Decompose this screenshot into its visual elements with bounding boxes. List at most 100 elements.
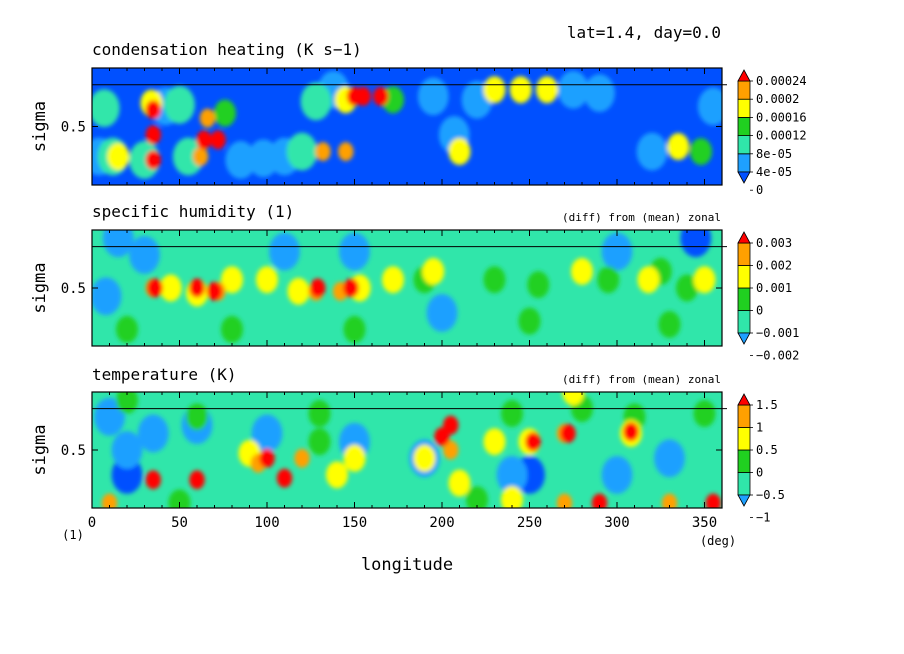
heatmap-cell: [145, 125, 161, 145]
heatmap-cell: [168, 489, 191, 508]
colorbar-swatch: [737, 449, 751, 473]
x-tick-label: 350: [692, 515, 717, 531]
heatmap-cells: [94, 392, 721, 508]
colorbar-label: 0.00024: [756, 74, 807, 88]
heatmap-cell: [210, 130, 226, 150]
x-tick-label: 50: [171, 515, 188, 531]
heatmap-cell: [661, 493, 678, 508]
heatmap-cell: [343, 444, 366, 472]
heatmap-cell: [192, 147, 209, 167]
y-axis-label: sigma: [30, 424, 50, 475]
colorbar-swatch: [737, 472, 751, 496]
heatmap-cell: [658, 310, 681, 338]
x-axis-ticks: [91, 392, 723, 508]
heatmap-cell: [509, 76, 532, 104]
heatmap-cell: [145, 470, 161, 490]
panel-annotation: (diff) from (mean) zonal: [562, 211, 721, 224]
heatmap-cell: [189, 470, 205, 490]
colorbar: 0.003 0.002 0.001 0 −0.001 −0.002: [737, 231, 799, 363]
heatmap-cell: [636, 132, 668, 171]
heatmap-cell: [623, 422, 639, 442]
heatmap-cell: [101, 493, 118, 508]
heatmap-cell: [556, 493, 573, 508]
heatmap-cell: [654, 439, 685, 478]
colorbar-top-arrow: [737, 231, 751, 244]
colorbar-label: 4e-05: [756, 165, 792, 179]
heatmap-cell: [172, 137, 204, 176]
colorbar-swatch: [737, 287, 751, 311]
heatmap-cell: [667, 133, 690, 161]
heatmap-cells: [92, 230, 716, 343]
x-tick-labels: 0 50 100 150 200 250 300 350: [88, 515, 717, 531]
heatmap-cell: [443, 415, 459, 435]
x-axis-ticks: [91, 230, 723, 346]
colorbar-label: −0.001: [756, 326, 799, 340]
heatmap-cell: [697, 87, 722, 126]
heatmap-cell: [536, 76, 558, 104]
heatmap-cell: [560, 423, 576, 443]
colorbar: 0.00024 0.0002 0.00016 0.00012 8e-05 4e-…: [737, 69, 807, 197]
panel-condensation-heating: condensation heating (K s−1) 0.5 sigma 0…: [30, 40, 807, 197]
heatmap-cell: [443, 440, 459, 460]
heatmap-cell: [269, 232, 300, 271]
heatmap-cell: [676, 274, 698, 302]
colorbar-bottom-arrow: [737, 494, 751, 507]
heatmap-cell: [206, 281, 223, 301]
heatmap-cell: [518, 307, 541, 335]
heatmap-cell: [527, 271, 550, 299]
colorbar: 1.5 1 0.5 0 −0.5 −1: [737, 393, 785, 525]
heatmap-cell: [107, 143, 130, 171]
heatmap-cell: [483, 428, 506, 456]
colorbar-label: −0.002: [756, 349, 799, 363]
x-tick-label: 100: [254, 515, 279, 531]
heatmap-cell: [690, 138, 712, 166]
x-unit-label: (deg): [700, 534, 736, 548]
heatmap-cell: [315, 142, 331, 162]
colorbar-swatch: [737, 265, 751, 289]
colorbar-label: 0: [756, 183, 763, 197]
heatmap-cell: [221, 266, 243, 294]
heatmap-cell: [276, 468, 293, 488]
heatmap-cell: [426, 293, 458, 332]
heatmap-cell: [137, 414, 169, 453]
y-axis-label: sigma: [30, 101, 50, 152]
corner-label: (1): [62, 528, 84, 542]
heatmap-cell: [199, 108, 216, 128]
y-axis-label: sigma: [30, 262, 50, 313]
heatmap-cell: [557, 70, 589, 109]
colorbar-label: 0.002: [756, 259, 792, 273]
heatmap-cell: [256, 266, 278, 294]
heatmap-cell: [116, 392, 138, 414]
x-tick-label: 150: [342, 515, 367, 531]
heatmap-cell: [591, 493, 608, 508]
colorbar-label: 0.5: [756, 443, 778, 457]
y-tick-label: 0.5: [61, 281, 86, 297]
heatmap-cell: [501, 400, 523, 428]
colorbar-swatch: [737, 135, 751, 155]
panel-title: temperature (K): [92, 365, 237, 384]
x-tick-label: 250: [517, 515, 542, 531]
heatmap-cell: [259, 448, 275, 468]
heatmap-cell: [448, 138, 471, 166]
colorbar-label: 0: [756, 466, 763, 480]
heatmap-cell: [483, 266, 506, 294]
heatmap-cell: [159, 274, 182, 302]
colorbar-swatch: [737, 427, 751, 451]
heatmap-cell: [562, 392, 585, 406]
heatmap-cell: [496, 455, 528, 494]
heatmap-cell: [111, 431, 143, 469]
heatmap-cell: [102, 230, 134, 258]
heatmap-cells: [92, 70, 722, 179]
y-tick-label: 0.5: [61, 443, 86, 459]
colorbar-label: 0.003: [756, 236, 792, 250]
heatmap-cell: [601, 232, 633, 271]
colorbar-label: 0.0002: [756, 92, 799, 106]
heatmap-cell: [129, 235, 160, 274]
heatmap-cell: [308, 400, 331, 428]
colorbar-label: 8e-05: [756, 147, 792, 161]
heatmap-cell: [422, 257, 445, 285]
heatmap-cell: [601, 455, 633, 494]
heatmap-cell: [92, 277, 122, 316]
colorbar-swatch: [737, 98, 751, 118]
colorbar-label: 0.001: [756, 281, 792, 295]
